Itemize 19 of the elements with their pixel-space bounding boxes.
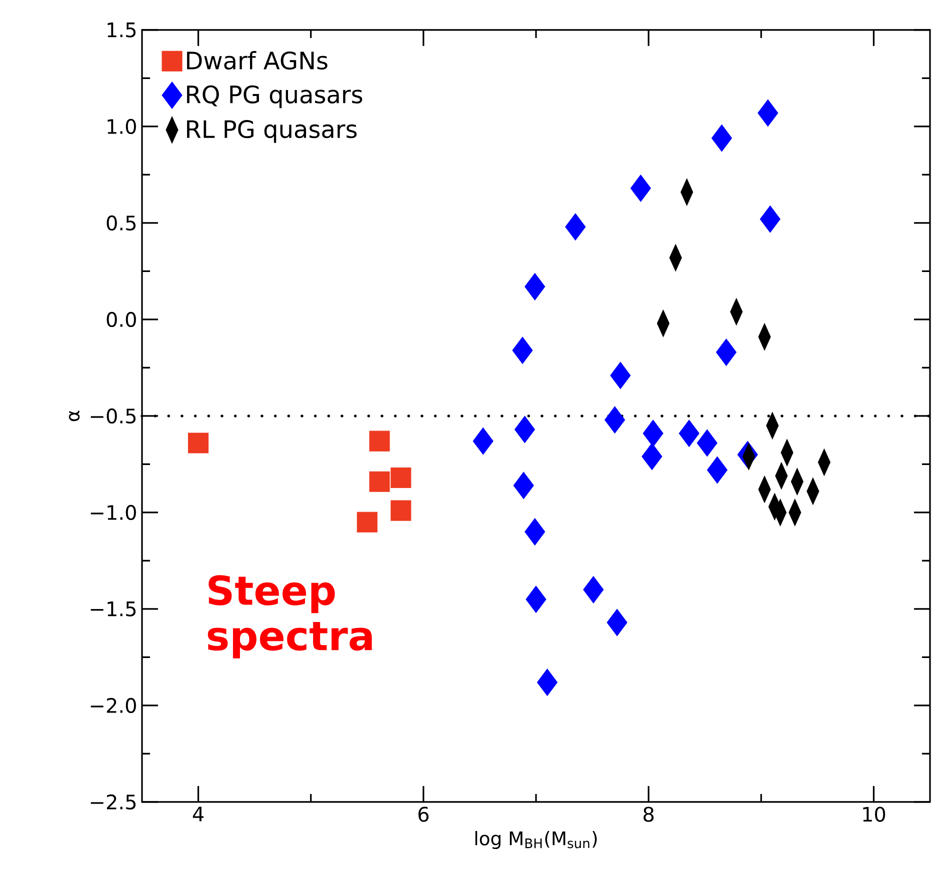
x-tick-label: 8	[644, 806, 654, 822]
legend-label: RL PG quasars	[187, 120, 357, 143]
legend-label: Dwarf AGNs	[187, 51, 328, 70]
y-tick-label: 0.0	[106, 312, 136, 328]
y-tick-label: −1.0	[90, 504, 136, 520]
y-tick-label: 1.0	[108, 118, 136, 134]
x-tick-label: 6	[418, 806, 429, 822]
x-axis-title: log M$_{BH}$(M$_{sun}$)	[475, 830, 597, 850]
y-tick-label: −0.5	[90, 408, 136, 424]
x-tick-label: 10	[863, 806, 886, 822]
legend-label: RQ PG quasars	[187, 85, 362, 108]
y-tick-label: 1.5	[108, 22, 136, 38]
y-axis-title: α	[68, 410, 80, 422]
annotation: Steep spectra	[208, 575, 372, 658]
y-tick-label: −1.5	[90, 602, 136, 616]
y-tick-label: 0.5	[106, 215, 136, 231]
x-tick-label: 4	[192, 806, 204, 822]
y-tick-label: −2.0	[90, 698, 136, 714]
y-tick-label: −2.5	[90, 794, 136, 810]
